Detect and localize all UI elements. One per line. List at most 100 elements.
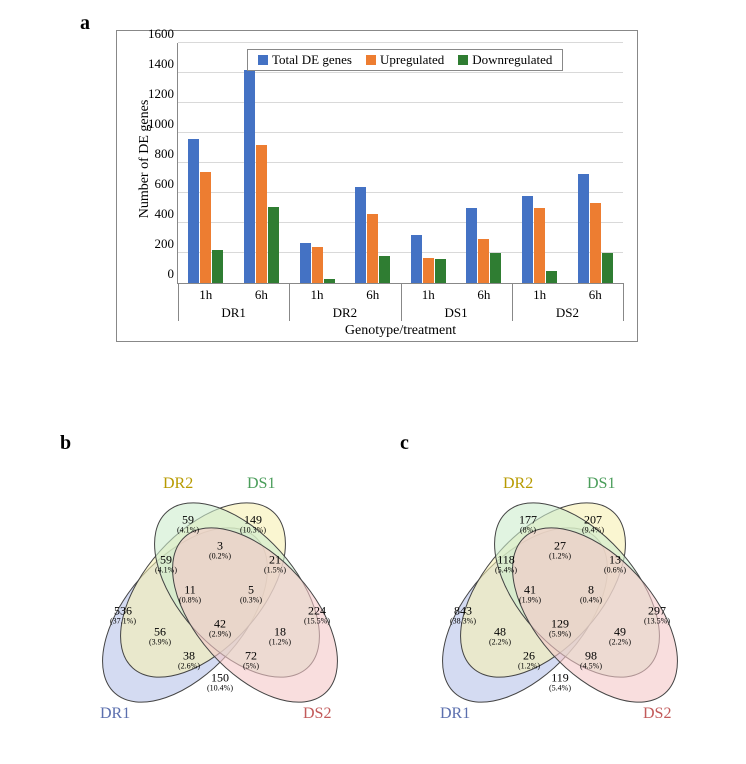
venn-region-c: 149(10.3%): [240, 514, 266, 535]
venn-region-bc: 3(0.2%): [209, 540, 231, 561]
group-divider: [401, 283, 402, 321]
group-divider: [178, 283, 179, 321]
panel-label-a: a: [80, 12, 90, 35]
venn-region-ac: 48(2.2%): [489, 626, 511, 647]
xtick-label: 6h: [255, 287, 268, 303]
bar-down: [546, 271, 557, 283]
bar-up: [478, 239, 489, 283]
legend-item-total: Total DE genes: [258, 52, 352, 68]
bar-down: [324, 279, 335, 284]
bar-down: [602, 253, 613, 283]
venn-region-ab: 118(5.4%): [495, 554, 517, 575]
venn-region-d: 224(15.5%): [304, 605, 330, 626]
bar-total: [466, 208, 477, 283]
ytick-label: 600: [155, 176, 175, 192]
venn-region-bc: 27(1.2%): [549, 540, 571, 561]
venn-outer-label-ds2: DS2: [303, 705, 331, 723]
venn-region-ad: 119(5.4%): [549, 672, 571, 693]
venn-outer-label-dr1: DR1: [100, 705, 130, 723]
venn-outer-label-dr1: DR1: [440, 705, 470, 723]
venn-region-abc: 11(0.8%): [179, 584, 201, 605]
barchart-plot-area: 0 200 400 600 800 1000 1200 1400 1600 1h…: [177, 43, 623, 284]
legend-label: Upregulated: [380, 52, 444, 68]
group-divider: [289, 283, 290, 321]
venn-region-d: 297(13.5%): [644, 605, 670, 626]
venn-region-b: 59(4.1%): [177, 514, 199, 535]
venn-outer-label-ds1: DS1: [587, 475, 615, 493]
venn-region-bcd: 5(0.3%): [240, 584, 262, 605]
venn-svg: [395, 460, 715, 740]
legend-label: Downregulated: [472, 52, 552, 68]
venn-region-abcd: 129(5.9%): [549, 618, 571, 639]
bar-total: [522, 196, 533, 283]
gridline: [178, 42, 623, 43]
venn-region-abd: 72(5%): [243, 650, 259, 671]
venn-outer-label-ds1: DS1: [247, 475, 275, 493]
venn-region-abcd: 42(2.9%): [209, 618, 231, 639]
bar-up: [590, 203, 601, 283]
bar-down: [268, 207, 279, 284]
ytick-label: 400: [155, 206, 175, 222]
xgroup-label: DS2: [556, 305, 579, 321]
x-axis-title: Genotype/treatment: [345, 323, 456, 339]
ytick-label: 1600: [148, 26, 174, 42]
bar-total: [355, 187, 366, 283]
legend-item-down: Downregulated: [458, 52, 552, 68]
bar-down: [490, 253, 501, 283]
venn-region-b: 177(8%): [519, 514, 537, 535]
venn-region-acd: 38(2.6%): [178, 650, 200, 671]
venn-region-bd: 18(1.2%): [269, 626, 291, 647]
ytick-label: 200: [155, 236, 175, 252]
xtick-label: 1h: [199, 287, 212, 303]
venn-region-c: 207(9.4%): [582, 514, 604, 535]
ytick-label: 0: [168, 266, 175, 282]
venn-outer-label-dr2: DR2: [163, 475, 193, 493]
panel-label-c: c: [400, 432, 409, 455]
legend-label: Total DE genes: [272, 52, 352, 68]
barchart-legend: Total DE genes Upregulated Downregulated: [247, 49, 563, 71]
xtick-label: 6h: [366, 287, 379, 303]
y-axis-title: Number of DE genes: [137, 79, 153, 239]
xgroup-label: DS1: [445, 305, 468, 321]
venn-region-cd: 21(1.5%): [264, 554, 286, 575]
xgroup-label: DR2: [333, 305, 358, 321]
xtick-label: 1h: [422, 287, 435, 303]
venn-region-cd: 13(0.6%): [604, 554, 626, 575]
venn-region-ad: 150(10.4%): [207, 672, 233, 693]
barchart-container: 0 200 400 600 800 1000 1200 1400 1600 1h…: [116, 30, 638, 342]
bar-down: [435, 259, 446, 283]
group-divider: [623, 283, 624, 321]
bar-up: [367, 214, 378, 283]
bar-up: [534, 208, 545, 283]
legend-swatch-icon: [258, 55, 268, 65]
venn-c: DR2 DS1 DR1 DS2 843(38.3%) 177(8%) 207(9…: [395, 460, 715, 740]
bar-down: [379, 256, 390, 283]
venn-b: DR2 DS1 DR1 DS2 536(37.1%) 59(4.1%) 149(…: [55, 460, 375, 740]
figure-page: a 0 200 400 600 800 1000 1200 1400 1600: [0, 0, 746, 764]
xtick-label: 1h: [311, 287, 324, 303]
xtick-label: 6h: [589, 287, 602, 303]
ytick-label: 1400: [148, 56, 174, 72]
venn-outer-label-dr2: DR2: [503, 475, 533, 493]
bar-down: [212, 250, 223, 283]
venn-region-abd: 98(4.5%): [580, 650, 602, 671]
bar-total: [300, 243, 311, 284]
venn-region-a: 843(38.3%): [450, 605, 476, 626]
bar-total: [188, 139, 199, 283]
xtick-label: 1h: [533, 287, 546, 303]
bar-up: [256, 145, 267, 283]
venn-region-bd: 49(2.2%): [609, 626, 631, 647]
venn-svg: [55, 460, 375, 740]
venn-region-bcd: 8(0.4%): [580, 584, 602, 605]
ytick-label: 800: [155, 146, 175, 162]
bar-up: [200, 172, 211, 283]
xgroup-label: DR1: [221, 305, 246, 321]
group-divider: [512, 283, 513, 321]
bar-up: [423, 258, 434, 283]
bar-total: [578, 174, 589, 284]
venn-outer-label-ds2: DS2: [643, 705, 671, 723]
panel-label-b: b: [60, 432, 71, 455]
xtick-label: 6h: [477, 287, 490, 303]
venn-region-abc: 41(1.9%): [519, 584, 541, 605]
legend-item-up: Upregulated: [366, 52, 444, 68]
